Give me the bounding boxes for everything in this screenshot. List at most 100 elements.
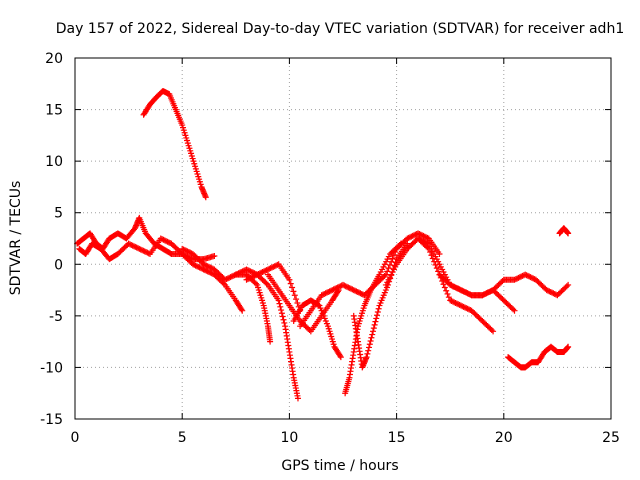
data-point	[381, 272, 388, 279]
data-point	[420, 232, 427, 239]
y-tick-label: 15	[45, 103, 63, 119]
data-point	[331, 285, 338, 292]
data-point	[482, 290, 489, 297]
data-point	[165, 239, 172, 246]
data-point	[134, 245, 141, 252]
data-point	[207, 264, 214, 271]
data-point	[404, 235, 411, 242]
data-point	[200, 261, 207, 268]
data-point	[185, 249, 192, 256]
data-point	[447, 297, 454, 304]
data-point	[421, 233, 428, 240]
data-point	[322, 290, 329, 297]
data-point	[230, 272, 237, 279]
data-point	[363, 354, 370, 361]
data-point	[460, 303, 467, 310]
data-point	[180, 246, 187, 253]
series-arc-2	[76, 235, 207, 273]
data-point	[164, 238, 171, 245]
x-axis-label: GPS time / hours	[281, 458, 398, 474]
data-point	[199, 265, 206, 272]
data-point	[203, 267, 210, 274]
data-point	[436, 250, 443, 257]
data-point	[348, 285, 355, 292]
data-point	[408, 233, 415, 240]
data-point	[184, 248, 191, 255]
data-point	[360, 291, 367, 298]
data-point	[407, 234, 413, 241]
data-point	[453, 285, 460, 292]
data-point	[452, 299, 459, 306]
data-point	[527, 274, 534, 281]
data-point	[201, 267, 208, 274]
data-point	[486, 289, 493, 296]
data-point	[204, 263, 211, 270]
data-point	[565, 343, 572, 350]
x-tick-label: 10	[280, 430, 298, 446]
data-point	[448, 298, 455, 305]
data-point	[543, 287, 550, 294]
data-point	[337, 354, 344, 361]
data-point	[145, 250, 152, 257]
data-point	[278, 307, 285, 314]
data-point	[349, 286, 356, 293]
data-point	[252, 272, 259, 279]
data-point	[519, 272, 526, 279]
data-point	[563, 283, 570, 290]
data-point	[459, 287, 466, 294]
data-point	[545, 287, 552, 294]
data-point	[550, 290, 557, 297]
data-point	[526, 273, 533, 280]
data-point	[289, 284, 296, 291]
data-point	[565, 281, 572, 288]
data-point	[246, 275, 253, 282]
data-point	[263, 280, 270, 287]
series-arc-10	[297, 230, 443, 330]
data-point	[530, 275, 537, 282]
data-point	[280, 316, 287, 323]
data-point	[415, 230, 422, 237]
data-point	[344, 283, 351, 290]
data-point	[388, 258, 395, 265]
data-point	[514, 275, 521, 282]
data-point	[181, 247, 188, 254]
y-tick-label: -10	[40, 360, 63, 376]
data-point	[375, 305, 382, 312]
data-point	[416, 230, 423, 237]
data-point	[373, 315, 380, 322]
grid	[75, 58, 611, 419]
data-point	[325, 289, 332, 296]
data-point	[368, 334, 375, 341]
data-point	[463, 305, 470, 312]
data-point	[244, 276, 251, 283]
data-point	[204, 268, 211, 275]
data-point	[206, 269, 212, 276]
data-point	[372, 318, 379, 325]
data-point	[281, 319, 288, 326]
data-point	[252, 280, 259, 287]
data-point	[327, 287, 334, 294]
data-point	[340, 281, 346, 288]
data-point	[364, 350, 371, 357]
data-point	[208, 270, 215, 277]
data-point	[461, 304, 468, 311]
data-point	[141, 248, 148, 255]
data-point	[479, 292, 486, 299]
data-point	[456, 301, 463, 308]
data-point	[246, 267, 253, 274]
data-point	[396, 241, 403, 248]
data-point	[226, 274, 233, 281]
data-point	[247, 268, 254, 275]
data-point	[279, 313, 286, 320]
data-point	[183, 247, 190, 254]
data-point	[258, 269, 265, 276]
data-point	[435, 268, 442, 275]
data-point	[384, 268, 391, 275]
data-point	[488, 327, 495, 334]
data-point	[382, 271, 389, 278]
series-arc-11	[342, 240, 404, 397]
data-point	[160, 236, 167, 243]
data-point	[369, 331, 376, 338]
y-tick-label: -5	[49, 309, 63, 325]
data-point	[202, 194, 209, 201]
